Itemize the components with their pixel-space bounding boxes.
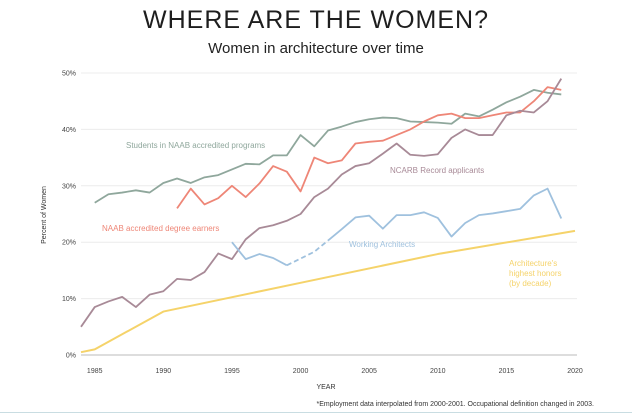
y-axis-ticks: 0% 10% 20% 30% 40% 50%	[62, 71, 76, 360]
x-tick-label: 2005	[361, 368, 377, 375]
y-tick-label: 20%	[62, 240, 76, 247]
x-tick-label: 2000	[293, 368, 309, 375]
x-tick-label: 2010	[430, 368, 446, 375]
x-axis-label: YEAR	[316, 384, 335, 391]
chart-subtitle: Women in architecture over time	[208, 40, 424, 57]
footnote: *Employment data interpolated from 2000-…	[316, 401, 594, 408]
degree-earners-line	[176, 86, 562, 209]
x-tick-label: 1985	[87, 368, 103, 375]
working-architects-line-part1	[231, 241, 288, 267]
y-tick-label: 50%	[62, 71, 76, 78]
x-tick-label: 2020	[567, 368, 583, 375]
students-line	[94, 89, 562, 204]
series-label-students: Students in NAAB accredited programs	[126, 141, 265, 150]
y-axis-label: Percent of Women	[41, 186, 48, 244]
x-tick-label: 1995	[224, 368, 240, 375]
working-architects-line-interpolated	[286, 239, 329, 267]
ncarb-line	[80, 78, 563, 328]
working-architects-line-part2	[327, 187, 563, 242]
series-label-degree-earners: NAAB accredited degree earners	[102, 224, 219, 233]
series-label-ncarb: NCARB Record applicants	[390, 166, 484, 175]
y-tick-label: 40%	[62, 127, 76, 134]
x-tick-label: 1990	[156, 368, 172, 375]
honors-line	[80, 229, 576, 354]
bottom-divider	[0, 412, 632, 413]
series-label-honors-line1: Architecture's	[509, 259, 557, 268]
series-label-working: Working Architects	[349, 240, 415, 249]
series-lines	[80, 78, 576, 354]
chart-title: WHERE ARE THE WOMEN?	[143, 6, 489, 34]
y-tick-label: 0%	[66, 353, 76, 360]
y-tick-label: 30%	[62, 183, 76, 190]
grid-lines	[81, 72, 577, 356]
series-label-honors-line2: highest honors	[509, 269, 561, 278]
series-label-honors-line3: (by decade)	[509, 279, 552, 288]
x-axis-ticks: 1985 1990 1995 2000 2005 2010 2015 2020	[87, 368, 583, 375]
y-tick-label: 10%	[62, 296, 76, 303]
x-tick-label: 2015	[499, 368, 515, 375]
